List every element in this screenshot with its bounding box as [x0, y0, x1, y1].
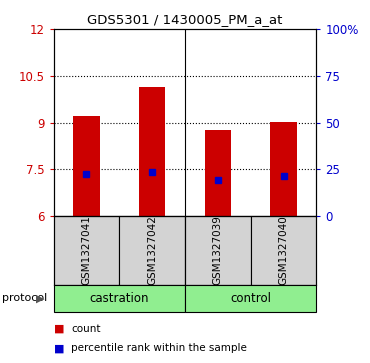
Text: percentile rank within the sample: percentile rank within the sample [71, 343, 247, 354]
Text: GSM1327039: GSM1327039 [213, 216, 223, 285]
Text: control: control [230, 292, 271, 305]
Text: GSM1327040: GSM1327040 [279, 216, 289, 285]
Title: GDS5301 / 1430005_PM_a_at: GDS5301 / 1430005_PM_a_at [87, 13, 283, 26]
Text: count: count [71, 323, 101, 334]
Bar [54, 285, 185, 312]
Bar [251, 216, 316, 285]
Text: GSM1327042: GSM1327042 [147, 216, 157, 285]
Text: ■: ■ [54, 323, 64, 334]
Text: ▶: ▶ [36, 293, 45, 303]
Bar [270, 122, 297, 216]
Text: castration: castration [90, 292, 149, 305]
Bar [73, 116, 100, 216]
Text: protocol: protocol [2, 293, 47, 303]
Bar [119, 216, 185, 285]
Bar [205, 130, 231, 216]
Text: GSM1327041: GSM1327041 [81, 216, 91, 285]
Bar [139, 87, 165, 216]
Text: ■: ■ [54, 343, 64, 354]
Bar [185, 216, 251, 285]
Bar [185, 285, 316, 312]
Bar [54, 216, 119, 285]
